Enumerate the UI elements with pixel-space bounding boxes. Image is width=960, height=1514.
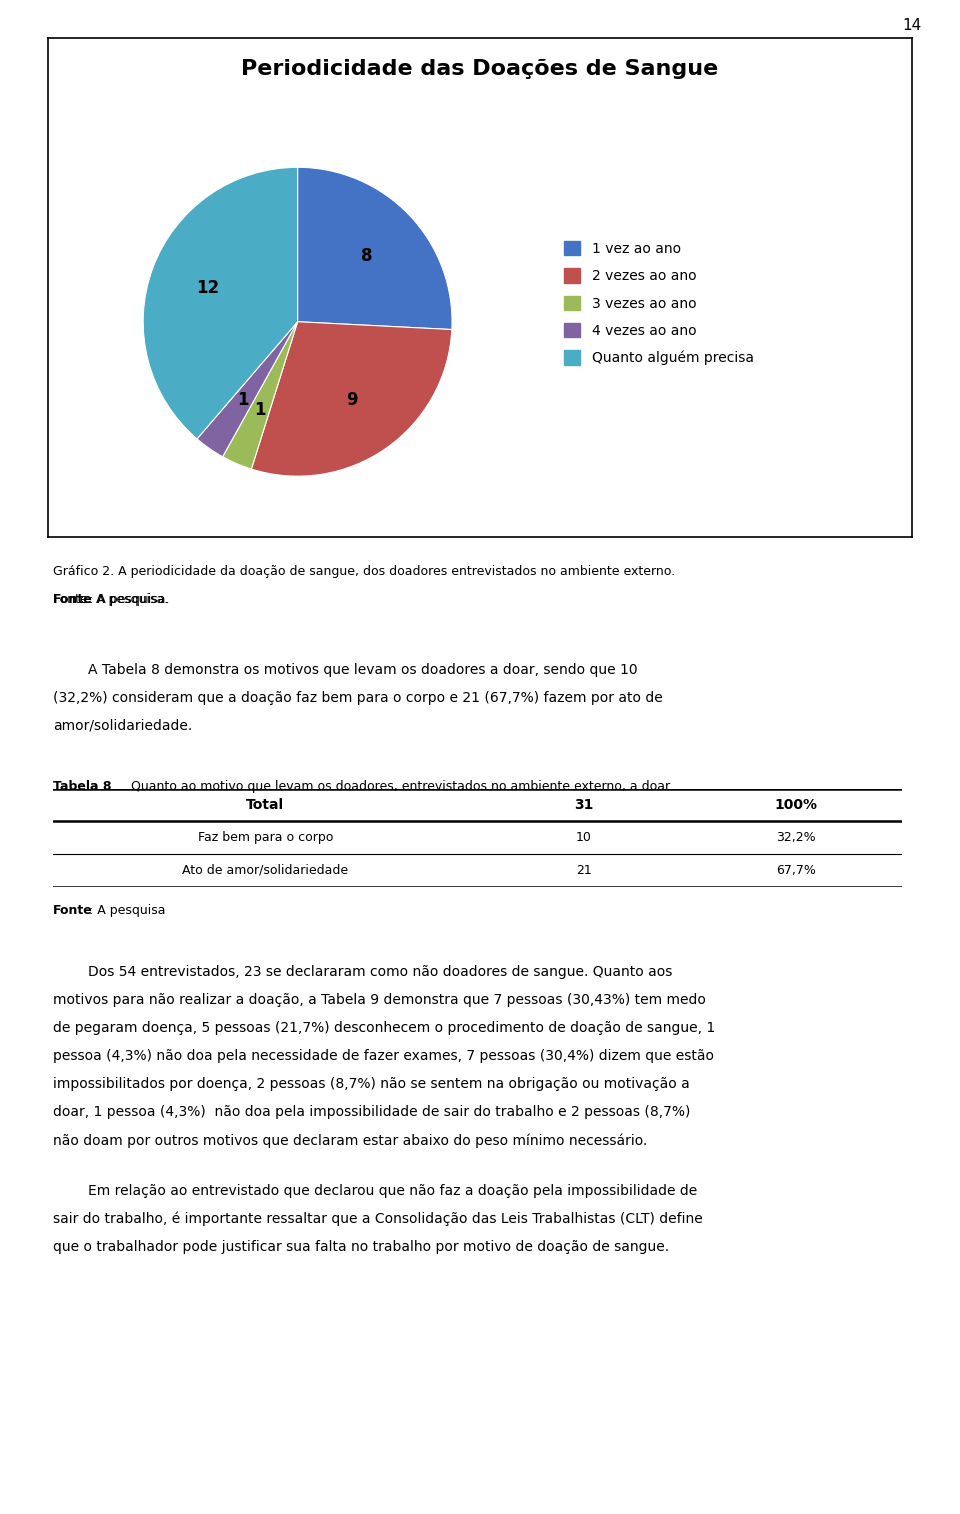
Text: Tabela 8: Tabela 8 — [53, 780, 111, 793]
Text: pessoa (4,3%) não doa pela necessidade de fazer exames, 7 pessoas (30,4%) dizem : pessoa (4,3%) não doa pela necessidade d… — [53, 1049, 714, 1063]
Text: que o trabalhador pode justificar sua falta no trabalho por motivo de doação de : que o trabalhador pode justificar sua fa… — [53, 1240, 669, 1254]
Text: Fonte: Fonte — [53, 592, 92, 606]
Text: motivos para não realizar a doação, a Tabela 9 demonstra que 7 pessoas (30,43%) : motivos para não realizar a doação, a Ta… — [53, 993, 706, 1007]
Text: de pegaram doença, 5 pessoas (21,7%) desconhecem o procedimento de doação de san: de pegaram doença, 5 pessoas (21,7%) des… — [53, 1022, 715, 1036]
Text: 31: 31 — [574, 798, 593, 812]
Text: Dos 54 entrevistados, 23 se declararam como não doadores de sangue. Quanto aos: Dos 54 entrevistados, 23 se declararam c… — [53, 966, 672, 980]
Text: Fonte: A pesquisa.: Fonte: A pesquisa. — [53, 592, 168, 606]
Text: : A pesquisa.: : A pesquisa. — [89, 592, 170, 606]
Text: . Quanto ao motivo que levam os doadores, entrevistados no ambiente externo, a d: . Quanto ao motivo que levam os doadores… — [123, 780, 673, 793]
Text: Periodicidade das Doações de Sangue: Periodicidade das Doações de Sangue — [241, 59, 719, 79]
Text: 12: 12 — [196, 280, 220, 297]
Text: Ato de amor/solidariedade: Ato de amor/solidariedade — [182, 864, 348, 877]
Text: amor/solidariedade.: amor/solidariedade. — [53, 719, 192, 733]
Text: 9: 9 — [347, 391, 358, 409]
Wedge shape — [197, 321, 298, 457]
Wedge shape — [223, 321, 298, 469]
Text: não doam por outros motivos que declaram estar abaixo do peso mínimo necessário.: não doam por outros motivos que declaram… — [53, 1134, 647, 1148]
Wedge shape — [143, 168, 298, 439]
Text: doar, 1 pessoa (4,3%)  não doa pela impossibilidade de sair do trabalho e 2 pess: doar, 1 pessoa (4,3%) não doa pela impos… — [53, 1105, 690, 1119]
Text: Faz bem para o corpo: Faz bem para o corpo — [198, 831, 333, 845]
Text: A Tabela 8 demonstra os motivos que levam os doadores a doar, sendo que 10: A Tabela 8 demonstra os motivos que leva… — [53, 663, 637, 677]
Text: 8: 8 — [361, 247, 372, 265]
Text: sair do trabalho, é importante ressaltar que a Consolidação das Leis Trabalhista: sair do trabalho, é importante ressaltar… — [53, 1211, 703, 1226]
Text: Em relação ao entrevistado que declarou que não faz a doação pela impossibilidad: Em relação ao entrevistado que declarou … — [53, 1184, 697, 1198]
Text: 10: 10 — [576, 831, 591, 845]
Wedge shape — [298, 168, 452, 330]
Text: 100%: 100% — [775, 798, 818, 812]
Text: 1: 1 — [254, 401, 266, 419]
Text: 1: 1 — [237, 391, 249, 409]
Text: Total: Total — [246, 798, 284, 812]
Text: Gráfico 2. A periodicidade da doação de sangue, dos doadores entrevistados no am: Gráfico 2. A periodicidade da doação de … — [53, 565, 675, 578]
Text: 21: 21 — [576, 864, 591, 877]
Text: : A pesquisa: : A pesquisa — [89, 904, 166, 916]
Text: 67,7%: 67,7% — [777, 864, 816, 877]
Wedge shape — [252, 321, 452, 475]
Text: 14: 14 — [902, 18, 922, 33]
Text: impossibilitados por doença, 2 pessoas (8,7%) não se sentem na obrigação ou moti: impossibilitados por doença, 2 pessoas (… — [53, 1078, 689, 1092]
Text: Fonte: Fonte — [53, 904, 92, 916]
Text: (32,2%) consideram que a doação faz bem para o corpo e 21 (67,7%) fazem por ato : (32,2%) consideram que a doação faz bem … — [53, 690, 662, 704]
Legend: 1 vez ao ano, 2 vezes ao ano, 3 vezes ao ano, 4 vezes ao ano, Quanto alguém prec: 1 vez ao ano, 2 vezes ao ano, 3 vezes ao… — [564, 241, 754, 365]
Text: 32,2%: 32,2% — [777, 831, 816, 845]
